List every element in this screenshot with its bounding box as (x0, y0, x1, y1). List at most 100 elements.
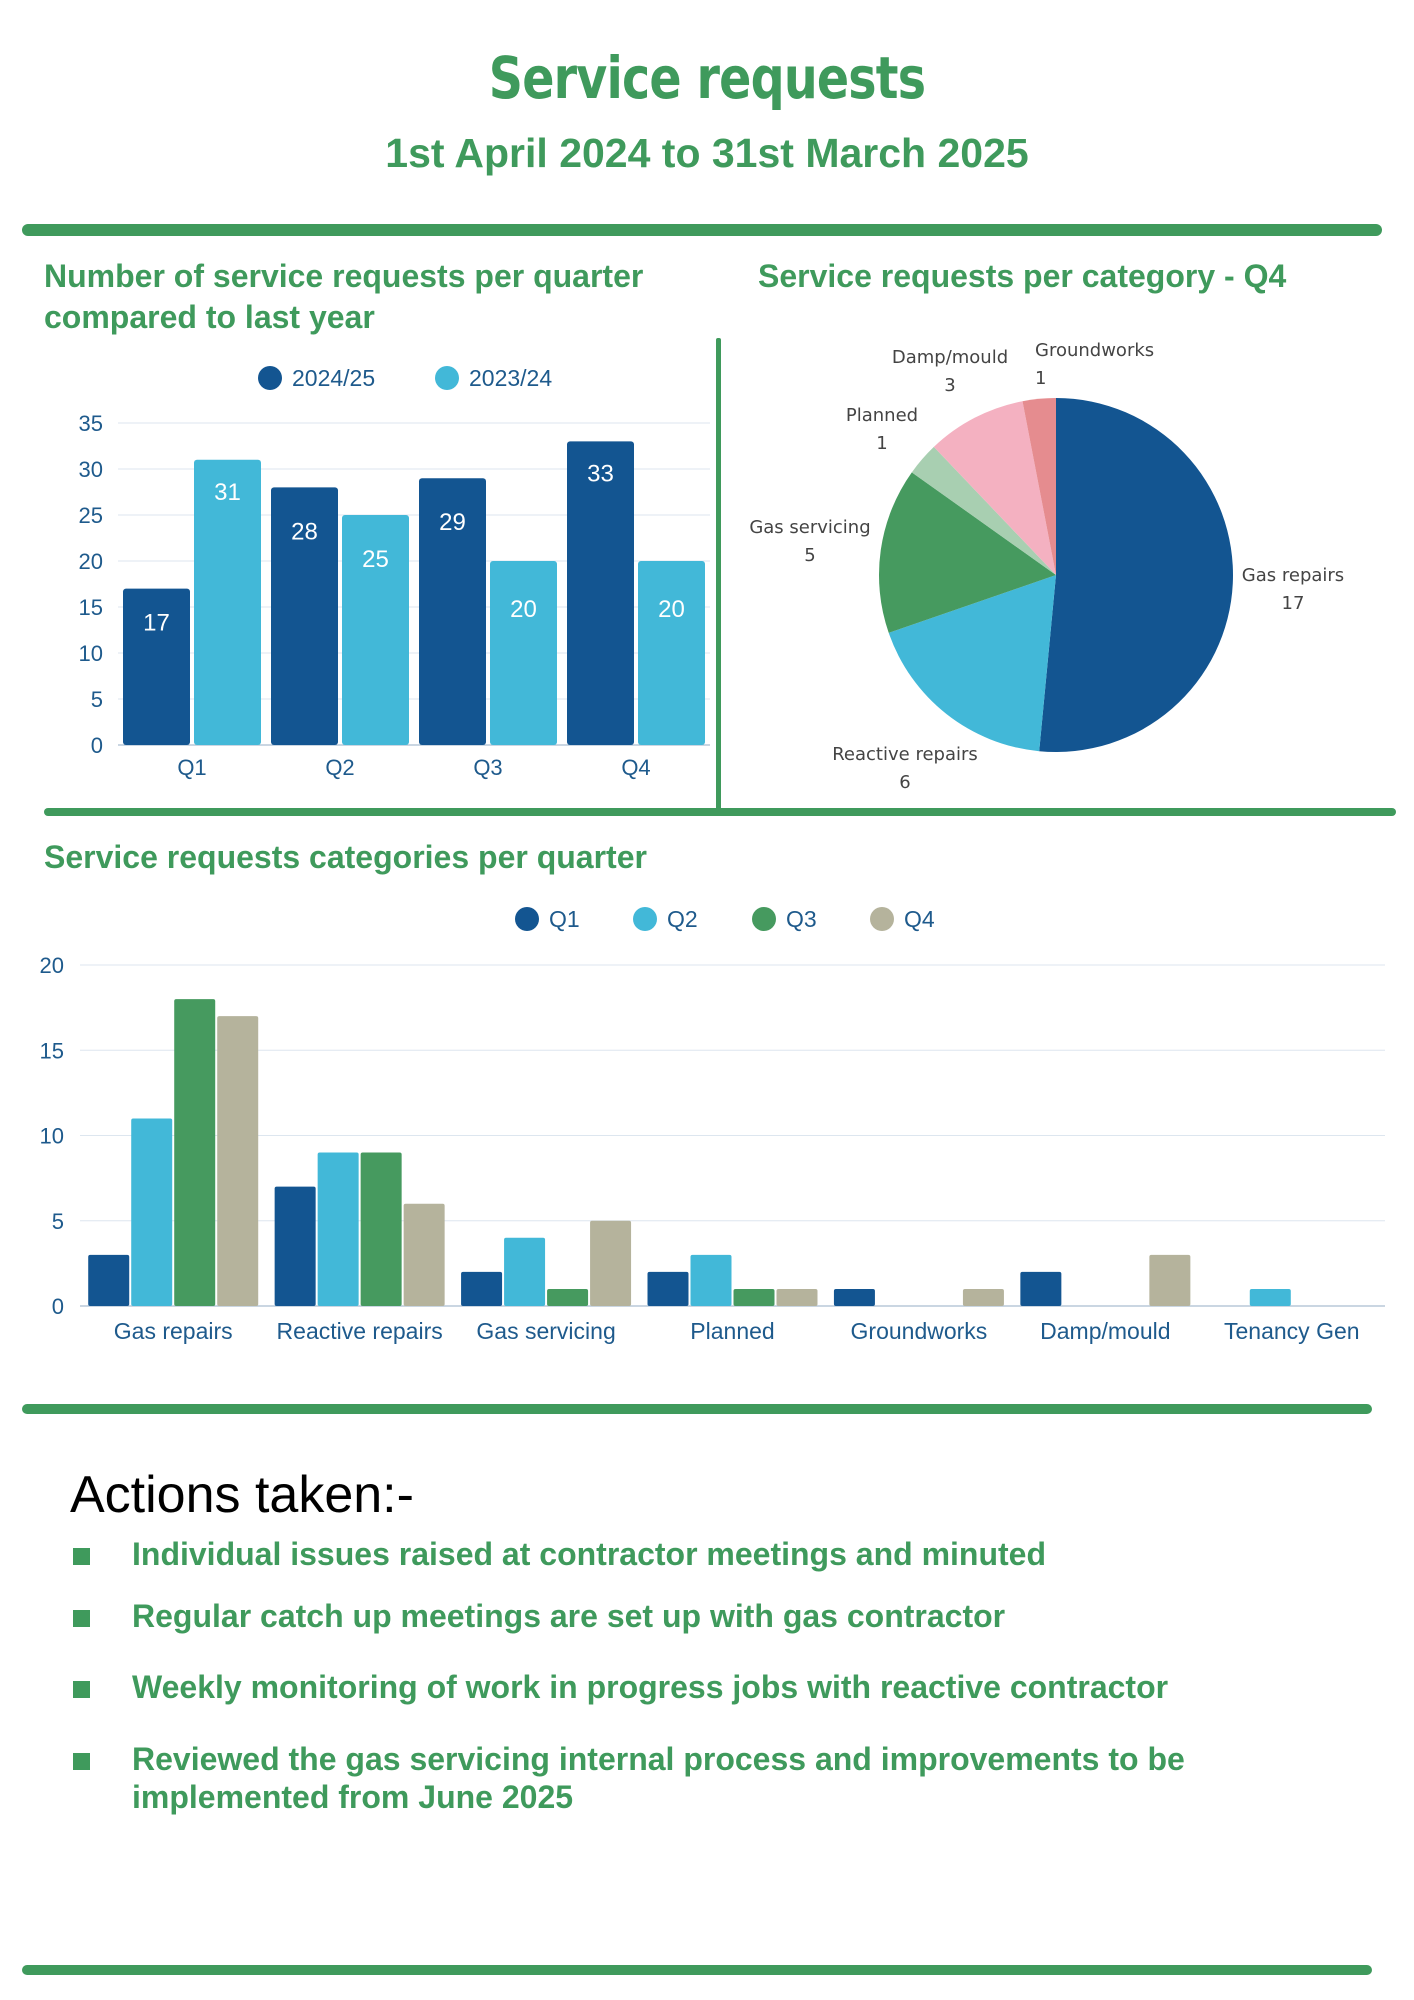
square-bullet-icon (73, 1681, 90, 1698)
divider-lower (22, 1404, 1372, 1414)
bar (1020, 1271, 1062, 1306)
x-category-label: Reactive repairs (277, 1318, 443, 1344)
legend-swatch (515, 907, 539, 931)
quarterly-chart-title: Number of service requests per quarter c… (44, 258, 644, 335)
y-tick-label: 0 (52, 1294, 64, 1319)
y-tick-label: 15 (79, 595, 103, 620)
bar (1149, 1254, 1191, 1306)
bar (271, 487, 338, 745)
legend-label: Q3 (786, 906, 817, 932)
action-text: Reviewed the gas servicing internal proc… (132, 1741, 1185, 1815)
slice-value: 6 (899, 772, 910, 793)
pie-slice (911, 446, 1056, 575)
bar (833, 1288, 875, 1306)
slice-value: 3 (944, 375, 955, 396)
bar (419, 478, 486, 745)
bar (638, 561, 705, 745)
data-label: 20 (510, 596, 537, 623)
bar (342, 515, 409, 745)
divider-top (22, 224, 1382, 236)
slice-label: Damp/mould (892, 347, 1008, 368)
page-subtitle: 1st April 2024 to 31st March 2025 (385, 130, 1029, 176)
pie-slice (1022, 398, 1056, 575)
pie-slice (888, 575, 1056, 752)
y-tick-label: 10 (40, 1124, 64, 1149)
legend-swatch (435, 366, 459, 390)
data-label: 25 (362, 546, 389, 573)
y-tick-label: 0 (91, 733, 103, 758)
legend-swatch (870, 907, 894, 931)
y-tick-label: 20 (79, 549, 103, 574)
x-category-label: Planned (690, 1318, 774, 1344)
bar (461, 1271, 503, 1306)
bar (590, 1220, 632, 1306)
slice-label: Gas servicing (749, 517, 870, 538)
bar (1249, 1288, 1291, 1306)
bar (962, 1288, 1004, 1306)
data-label: 17 (143, 610, 170, 637)
slice-label: Gas repairs (1242, 565, 1344, 586)
data-label: 33 (587, 460, 614, 487)
slice-label: Planned (846, 405, 918, 426)
slice-value: 1 (1035, 368, 1046, 389)
pie-slice (933, 401, 1056, 575)
actions-title: Actions taken:- (70, 1466, 414, 1524)
legend-swatch (633, 907, 657, 931)
legend-swatch (752, 907, 776, 931)
bar (131, 1118, 173, 1306)
bar (274, 1186, 316, 1306)
x-category-label: Gas servicing (476, 1318, 615, 1344)
data-label: 28 (291, 518, 318, 545)
bar (567, 441, 634, 745)
slice-value: 5 (804, 545, 815, 566)
bar (194, 459, 261, 745)
bar (217, 1016, 259, 1306)
slice-label: Groundworks (1035, 340, 1154, 361)
y-tick-label: 15 (40, 1038, 64, 1063)
action-text: Weekly monitoring of work in progress jo… (132, 1669, 1169, 1705)
y-tick-label: 25 (79, 503, 103, 528)
bar (647, 1271, 689, 1306)
square-bullet-icon (73, 1610, 90, 1627)
bar (88, 1254, 130, 1306)
data-label: 29 (439, 509, 466, 536)
data-label: 31 (214, 479, 241, 506)
slice-label: Reactive repairs (832, 744, 978, 765)
legend-label: Q2 (667, 906, 698, 932)
legend-swatch (258, 366, 282, 390)
bar (403, 1203, 445, 1306)
y-tick-label: 30 (79, 457, 103, 482)
action-text: Regular catch up meetings are set up wit… (132, 1598, 1006, 1634)
divider-bottom (22, 1965, 1372, 1975)
bar (490, 561, 557, 745)
bar (504, 1237, 546, 1306)
x-category-label: Q2 (325, 755, 354, 780)
legend-label: Q4 (904, 906, 935, 932)
pie-chart-title: Service requests per category - Q4 (758, 258, 1287, 294)
y-tick-label: 35 (79, 411, 103, 436)
bar (690, 1254, 732, 1306)
x-category-label: Groundworks (851, 1318, 988, 1344)
x-category-label: Q1 (177, 755, 206, 780)
pie-slice (1039, 398, 1233, 753)
pie-slice (879, 472, 1056, 633)
x-category-label: Damp/mould (1040, 1318, 1170, 1344)
y-tick-label: 10 (79, 641, 103, 666)
y-tick-label: 5 (52, 1209, 64, 1234)
category-chart-title: Service requests categories per quarter (44, 839, 647, 875)
data-label: 20 (658, 596, 685, 623)
bar (317, 1152, 359, 1306)
bar (123, 588, 190, 745)
x-category-label: Gas repairs (114, 1318, 233, 1344)
legend-label: 2023/24 (469, 365, 552, 391)
action-text: Individual issues raised at contractor m… (132, 1536, 1046, 1572)
divider-middle (44, 808, 1396, 816)
legend-label: 2024/25 (292, 365, 375, 391)
bar (733, 1288, 775, 1306)
x-category-label: Tenancy Gen (1224, 1318, 1360, 1344)
x-category-label: Q4 (621, 755, 650, 780)
slice-value: 1 (876, 433, 887, 454)
